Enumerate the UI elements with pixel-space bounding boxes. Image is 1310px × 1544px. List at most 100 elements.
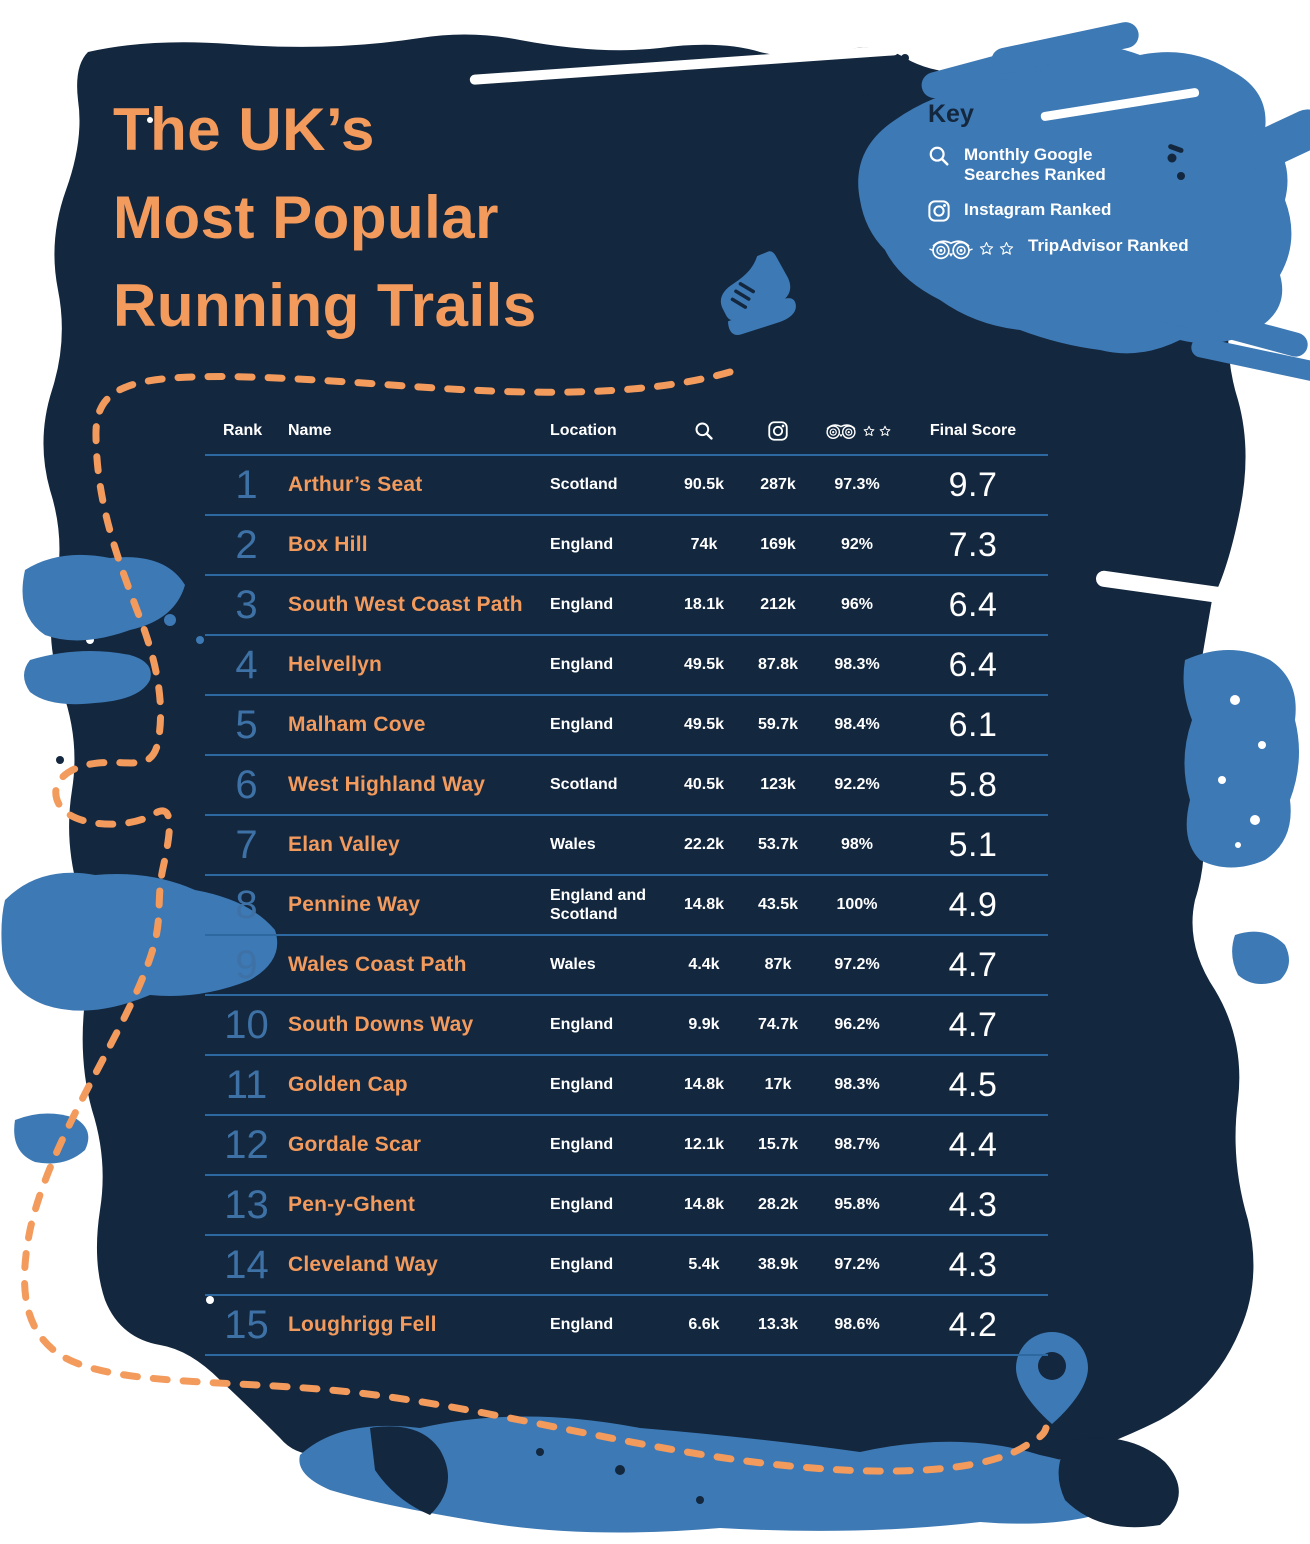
tripadvisor-cell: 96.2% <box>834 1016 880 1033</box>
paint-splash-blue-right <box>1183 650 1299 984</box>
rank-cell: 8 <box>235 883 258 927</box>
name-cell: Loughrigg Fell <box>288 1313 437 1336</box>
instagram-cell: 87k <box>764 956 792 973</box>
location-cell: Wales <box>550 836 596 854</box>
name-cell: Elan Valley <box>288 833 400 856</box>
rank-cell: 12 <box>224 1123 269 1167</box>
instagram-cell: 87.8k <box>757 656 799 673</box>
name-cell: Box Hill <box>288 533 368 556</box>
google-searches-cell: 49.5k <box>683 656 725 673</box>
rank-cell: 3 <box>235 583 258 627</box>
tripadvisor-cell: 92% <box>840 536 874 553</box>
title-line: Most Popular <box>113 184 500 251</box>
final-score-cell: 6.4 <box>948 645 998 684</box>
tripadvisor-cell: 95.8% <box>834 1196 880 1213</box>
table-row: 2 Box Hill England 74k 169k 92% 7.3 <box>205 516 1048 576</box>
instagram-cell: 43.5k <box>757 896 799 913</box>
table-row: 5 Malham Cove England 49.5k 59.7k 98.4% … <box>205 696 1048 756</box>
key-item: Monthly Google Searches Ranked <box>928 145 1228 186</box>
paint-splash-blue-left <box>1 554 278 1164</box>
tripadvisor-icon <box>826 424 856 439</box>
col-tripadvisor-header <box>816 421 898 441</box>
star-icon <box>863 425 875 436</box>
star-icon <box>999 242 1014 255</box>
key-panel: Key Monthly Google Searches Ranked Insta… <box>928 100 1228 276</box>
google-searches-cell: 49.5k <box>683 716 725 733</box>
rank-cell: 2 <box>235 523 258 567</box>
table-rows: 1 Arthur’s Seat Scotland 90.5k 287k 97.3… <box>205 456 1048 1356</box>
name-cell: Pennine Way <box>288 893 421 916</box>
title-line: The UK’s <box>113 96 375 163</box>
location-cell: England <box>550 1016 614 1034</box>
final-score-cell: 5.8 <box>948 765 998 804</box>
key-item-label: Monthly Google Searches Ranked <box>964 145 1106 185</box>
final-score-cell: 4.7 <box>948 1005 998 1044</box>
table-row: 8 Pennine Way England and Scotland 14.8k… <box>205 876 1048 936</box>
name-cell: Wales Coast Path <box>288 953 467 976</box>
location-cell: England <box>550 1316 614 1334</box>
name-cell: West Highland Way <box>288 773 486 796</box>
instagram-cell: 28.2k <box>757 1196 799 1213</box>
name-cell: South Downs Way <box>288 1013 474 1036</box>
instagram-cell: 59.7k <box>757 716 799 733</box>
table-row: 12 Gordale Scar England 12.1k 15.7k 98.7… <box>205 1116 1048 1176</box>
col-instagram-header <box>740 421 816 441</box>
key-heading: Key <box>928 100 974 128</box>
google-searches-cell: 22.2k <box>683 836 725 853</box>
name-cell: Malham Cove <box>288 713 426 736</box>
rank-cell: 9 <box>235 943 258 987</box>
tripadvisor-cell: 98% <box>840 836 874 853</box>
final-score-cell: 4.3 <box>948 1185 998 1224</box>
paint-splash-blue-bottom <box>299 1416 1179 1533</box>
google-searches-cell: 14.8k <box>683 1196 725 1213</box>
table-row: 14 Cleveland Way England 5.4k 38.9k 97.2… <box>205 1236 1048 1296</box>
google-searches-cell: 12.1k <box>683 1136 725 1153</box>
instagram-cell: 212k <box>760 596 796 613</box>
table-row: 10 South Downs Way England 9.9k 74.7k 96… <box>205 996 1048 1056</box>
final-score-cell: 4.4 <box>948 1125 998 1164</box>
name-cell: Helvellyn <box>288 653 383 676</box>
tripadvisor-cell: 92.2% <box>834 776 880 793</box>
instagram-cell: 123k <box>760 776 796 793</box>
instagram-cell: 169k <box>760 536 796 553</box>
col-google-header <box>668 421 740 441</box>
tripadvisor-cell: 98.7% <box>834 1136 880 1153</box>
google-searches-cell: 40.5k <box>683 776 725 793</box>
final-score-cell: 7.3 <box>948 525 998 564</box>
tripadvisor-cell: 97.3% <box>834 476 880 493</box>
name-cell: Gordale Scar <box>288 1133 422 1156</box>
key-item: Instagram Ranked <box>928 200 1228 222</box>
tripadvisor-cell: 97.2% <box>834 956 880 973</box>
rank-cell: 14 <box>224 1243 269 1287</box>
instagram-cell: 15.7k <box>757 1136 799 1153</box>
location-cell: Scotland <box>550 476 618 494</box>
location-cell: England <box>550 1196 614 1214</box>
table-row: 7 Elan Valley Wales 22.2k 53.7k 98% 5.1 <box>205 816 1048 876</box>
title-line: Running Trails <box>113 272 537 339</box>
rank-cell: 4 <box>235 643 258 687</box>
tripadvisor-cell: 96% <box>840 596 874 613</box>
rank-cell: 11 <box>225 1063 268 1107</box>
rank-cell: 13 <box>224 1183 269 1227</box>
table-row: 15 Loughrigg Fell England 6.6k 13.3k 98.… <box>205 1296 1048 1356</box>
final-score-cell: 6.4 <box>948 585 998 624</box>
google-searches-cell: 90.5k <box>683 476 725 493</box>
location-cell: Scotland <box>550 776 618 794</box>
final-score-cell: 6.1 <box>948 705 998 744</box>
instagram-cell: 53.7k <box>757 836 799 853</box>
tripadvisor-cell: 98.6% <box>834 1316 880 1333</box>
google-searches-cell: 14.8k <box>683 896 725 913</box>
instagram-cell: 38.9k <box>757 1256 799 1273</box>
rank-cell: 15 <box>224 1303 269 1347</box>
google-searches-cell: 74k <box>690 536 718 553</box>
key-item: TripAdvisor Ranked <box>928 236 1228 262</box>
location-cell: England <box>550 1136 614 1154</box>
google-searches-cell: 4.4k <box>688 956 720 973</box>
location-cell: England <box>550 1076 614 1094</box>
google-searches-cell: 6.6k <box>688 1316 720 1333</box>
final-score-cell: 9.7 <box>948 465 998 504</box>
name-cell: Arthur’s Seat <box>288 473 423 496</box>
col-name-header: Name <box>288 422 332 439</box>
